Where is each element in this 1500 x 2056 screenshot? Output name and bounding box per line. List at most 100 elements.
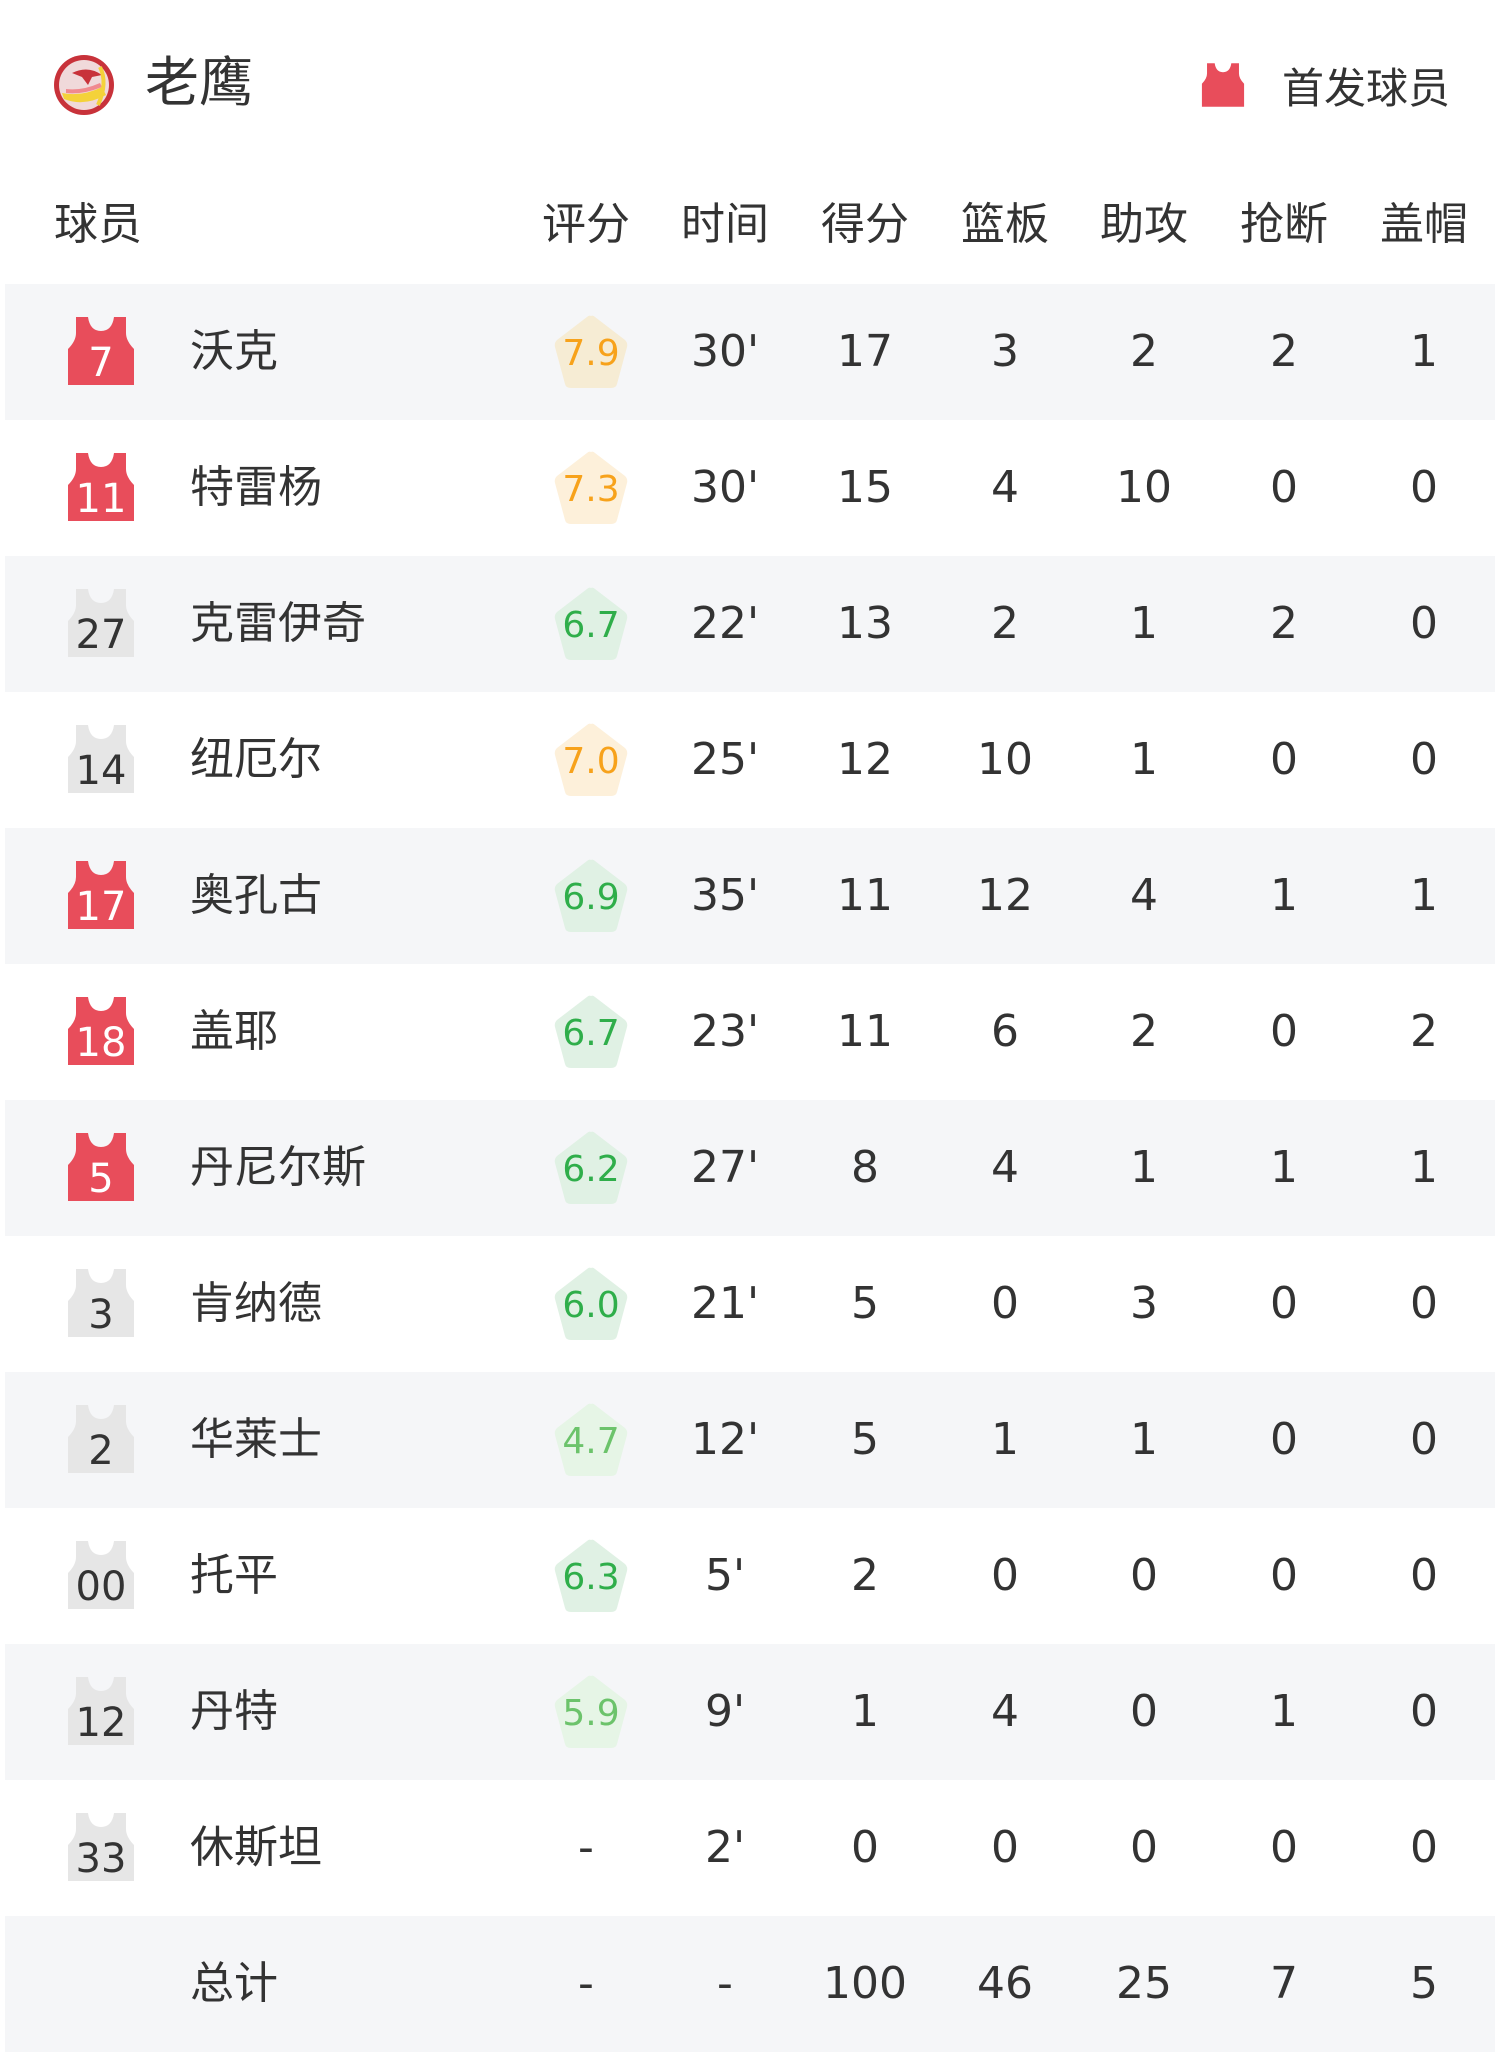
- stat-blocks: 0: [1410, 1822, 1438, 1873]
- column-header-assists[interactable]: 助攻: [1100, 199, 1188, 250]
- rating-badge: 7.9: [551, 312, 631, 392]
- stat-minutes: 22': [690, 598, 760, 649]
- stat-minutes: 25': [690, 734, 760, 785]
- stat-blocks: 0: [1410, 1686, 1438, 1737]
- jersey-icon: 18: [66, 995, 136, 1067]
- player-row[interactable]: 18 盖耶 6.7 23' 11 6 2 0 2: [5, 964, 1495, 1100]
- rating-badge: 6.0: [551, 1264, 631, 1344]
- pentagon-shape: [554, 1675, 628, 1748]
- stat-assists: 0: [1130, 1822, 1158, 1873]
- stat-assists: 0: [1130, 1550, 1158, 1601]
- stat-steals: 0: [1270, 462, 1298, 513]
- stat-points: 17: [837, 326, 893, 377]
- stat-steals: 0: [1270, 734, 1298, 785]
- stat-rebounds: 10: [977, 734, 1033, 785]
- pentagon-shape: [554, 1131, 628, 1204]
- jersey-icon: 00: [66, 1539, 136, 1611]
- column-header-rebounds[interactable]: 篮板: [961, 199, 1049, 250]
- pentagon-shape: [554, 723, 628, 796]
- player-row[interactable]: 00 托平 6.3 5' 2 0 0 0 0: [5, 1508, 1495, 1644]
- stat-points: 100: [823, 1958, 907, 2009]
- stat-assists: 1: [1130, 734, 1158, 785]
- player-name[interactable]: 丹尼尔斯: [190, 1142, 366, 1193]
- pentagon-shape: [554, 1267, 628, 1340]
- player-row[interactable]: 11 特雷杨 7.3 30' 15 4 10 0 0: [5, 420, 1495, 556]
- stat-rebounds: 4: [991, 462, 1019, 513]
- player-row[interactable]: 17 奥孔古 6.9 35' 11 12 4 1 1: [5, 828, 1495, 964]
- rating-badge: 7.0: [551, 720, 631, 800]
- player-name[interactable]: 特雷杨: [190, 462, 322, 513]
- jersey-number: 18: [75, 1020, 127, 1066]
- jersey-number: 33: [75, 1836, 127, 1882]
- stat-assists: 3: [1130, 1278, 1158, 1329]
- player-name[interactable]: 华莱士: [190, 1414, 322, 1465]
- jersey-number: 3: [88, 1292, 114, 1338]
- column-header-steals[interactable]: 抢断: [1240, 199, 1328, 250]
- player-row[interactable]: 5 丹尼尔斯 6.2 27' 8 4 1 1 1: [5, 1100, 1495, 1236]
- column-header-points[interactable]: 得分: [821, 199, 909, 250]
- stat-minutes: 2': [704, 1822, 746, 1873]
- player-rating: 6.7: [562, 605, 620, 646]
- player-name[interactable]: 托平: [190, 1550, 278, 1601]
- player-rating: 6.0: [562, 1285, 620, 1326]
- player-row[interactable]: 12 丹特 5.9 9' 1 4 0 1 0: [5, 1644, 1495, 1780]
- pentagon-shape: [554, 1539, 628, 1612]
- jersey-number: 5: [88, 1156, 114, 1202]
- totals-row: 总计 - - 100 46 25 7 5: [5, 1916, 1495, 2052]
- player-name[interactable]: 奥孔古: [190, 870, 322, 921]
- player-name[interactable]: 盖耶: [190, 1006, 278, 1057]
- jersey-number: 2: [88, 1428, 114, 1474]
- player-rating: 6.7: [562, 1013, 620, 1054]
- player-row[interactable]: 2 华莱士 4.7 12' 5 1 1 0 0: [5, 1372, 1495, 1508]
- column-header-minutes[interactable]: 时间: [681, 199, 769, 250]
- stat-assists: 2: [1130, 326, 1158, 377]
- stat-steals: 1: [1270, 870, 1298, 921]
- column-header-rating[interactable]: 评分: [542, 199, 630, 250]
- player-name[interactable]: 沃克: [190, 326, 278, 377]
- stat-minutes: 30': [690, 462, 760, 513]
- column-header-blocks[interactable]: 盖帽: [1380, 199, 1468, 250]
- player-row[interactable]: 7 沃克 7.9 30' 17 3 2 2 1: [5, 284, 1495, 420]
- stat-minutes: 35': [690, 870, 760, 921]
- stat-rebounds: 12: [977, 870, 1033, 921]
- stat-steals: 2: [1270, 326, 1298, 377]
- stat-points: 11: [837, 870, 893, 921]
- stat-minutes: 12': [690, 1414, 760, 1465]
- jersey-icon: 5: [66, 1131, 136, 1203]
- pentagon-shape: [554, 995, 628, 1068]
- jersey-number: 11: [75, 476, 127, 522]
- stat-assists: 0: [1130, 1686, 1158, 1737]
- stat-rebounds: 1: [991, 1414, 1019, 1465]
- pentagon-shape: [554, 587, 628, 660]
- stat-points: 2: [851, 1550, 879, 1601]
- stat-rebounds: 4: [991, 1142, 1019, 1193]
- stat-rebounds: 0: [991, 1278, 1019, 1329]
- stat-steals: 0: [1270, 1550, 1298, 1601]
- rating-badge: 6.7: [551, 584, 631, 664]
- player-row[interactable]: 33 休斯坦 - 2' 0 0 0 0 0: [5, 1780, 1495, 1916]
- player-name[interactable]: 丹特: [190, 1686, 278, 1737]
- stat-blocks: 0: [1410, 1278, 1438, 1329]
- stat-blocks: 0: [1410, 734, 1438, 785]
- player-name[interactable]: 纽厄尔: [190, 734, 322, 785]
- stat-minutes: 9': [704, 1686, 746, 1737]
- stat-rebounds: 3: [991, 326, 1019, 377]
- player-name[interactable]: 肯纳德: [190, 1278, 322, 1329]
- rating-badge: 6.3: [551, 1536, 631, 1616]
- player-row[interactable]: 14 纽厄尔 7.0 25' 12 10 1 0 0: [5, 692, 1495, 828]
- stat-points: 0: [851, 1822, 879, 1873]
- player-name[interactable]: 克雷伊奇: [190, 598, 366, 649]
- jersey-icon: 3: [66, 1267, 136, 1339]
- player-row[interactable]: 27 克雷伊奇 6.7 22' 13 2 1 2 0: [5, 556, 1495, 692]
- jersey-icon: 2: [66, 1403, 136, 1475]
- totals-rating: -: [578, 1958, 594, 2009]
- player-row[interactable]: 3 肯纳德 6.0 21' 5 0 3 0 0: [5, 1236, 1495, 1372]
- team-name: 老鹰: [145, 51, 253, 114]
- stat-minutes: 21': [690, 1278, 760, 1329]
- jersey-icon: 27: [66, 587, 136, 659]
- player-name[interactable]: 休斯坦: [190, 1822, 322, 1873]
- stat-blocks: 0: [1410, 1550, 1438, 1601]
- stat-points: 13: [837, 598, 893, 649]
- stat-points: 12: [837, 734, 893, 785]
- jersey-icon: 14: [66, 723, 136, 795]
